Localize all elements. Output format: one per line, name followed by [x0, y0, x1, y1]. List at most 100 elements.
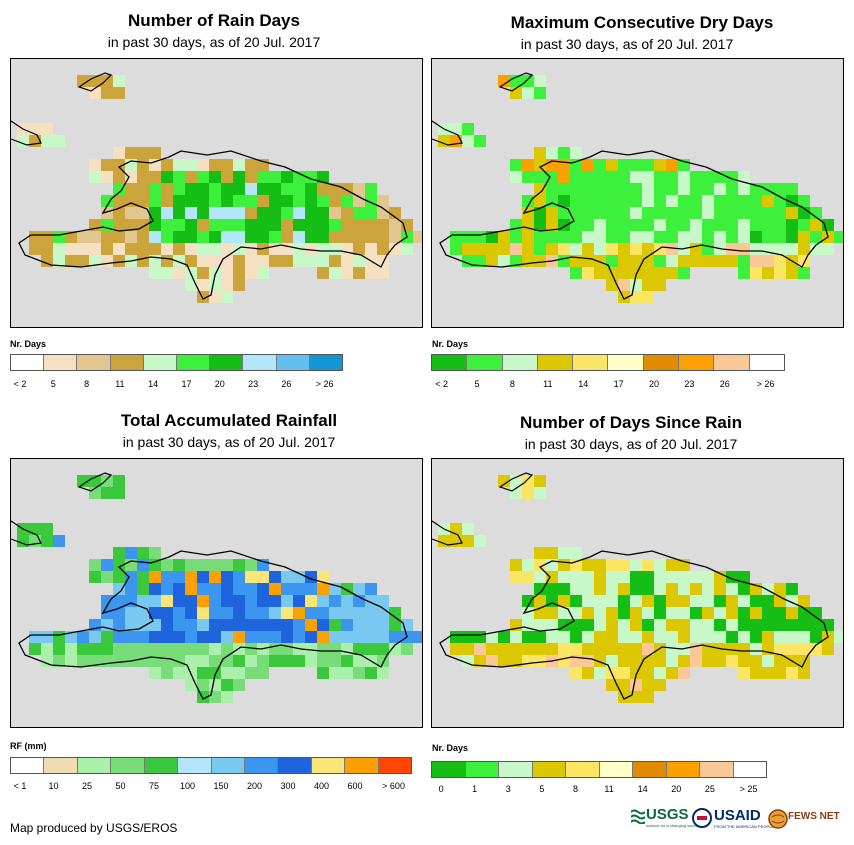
grid-cell	[750, 207, 762, 219]
panel-title-rainfall: Total Accumulated Rainfall	[120, 411, 338, 430]
grid-cell	[654, 667, 666, 679]
grid-cell	[522, 487, 534, 499]
map-rainfall	[10, 458, 423, 728]
grid-cell	[798, 643, 810, 655]
grid-cell	[113, 75, 125, 87]
legend-swatch	[244, 758, 279, 773]
grid-cell	[594, 607, 606, 619]
grid-cell	[750, 267, 762, 279]
grid-cell	[546, 231, 558, 243]
grid-cell	[558, 571, 570, 583]
grid-cell	[714, 195, 726, 207]
grid-cell	[125, 183, 137, 195]
grid-cell	[762, 595, 774, 607]
grid-cell	[233, 583, 245, 595]
grid-cell	[606, 619, 618, 631]
grid-cell	[570, 619, 582, 631]
grid-cell	[690, 583, 702, 595]
grid-cell	[65, 255, 77, 267]
grid-cell	[29, 243, 41, 255]
grid-cell	[185, 631, 197, 643]
grid-cell	[666, 655, 678, 667]
grid-cell	[642, 195, 654, 207]
grid-cell	[642, 279, 654, 291]
grid-cell	[245, 667, 257, 679]
grid-cell	[630, 691, 642, 703]
legend-swatch	[11, 758, 45, 773]
grid-cell	[642, 183, 654, 195]
grid-cell	[654, 171, 666, 183]
grid-cell	[77, 255, 89, 267]
grid-cell	[630, 559, 642, 571]
grid-cell	[582, 619, 594, 631]
grid-cell	[822, 243, 834, 255]
grid-cell	[269, 207, 281, 219]
grid-cell	[89, 231, 101, 243]
grid-cell	[690, 607, 702, 619]
grid-cell	[798, 595, 810, 607]
grid-cell	[714, 183, 726, 195]
grid-cell	[389, 607, 401, 619]
grid-cell	[113, 547, 125, 559]
legend-label: < 1	[13, 781, 27, 791]
grid-cell	[522, 475, 534, 487]
grid-cell	[630, 607, 642, 619]
grid-cell	[786, 667, 798, 679]
grid-cell	[594, 583, 606, 595]
grid-cell	[594, 183, 606, 195]
legend-label: < 2	[435, 379, 448, 389]
grid-cell	[293, 619, 305, 631]
legend-swatch	[345, 758, 379, 773]
legend-label: 25	[704, 784, 715, 794]
grid-cell	[558, 147, 570, 159]
grid-cell	[353, 183, 365, 195]
grid-cell	[582, 643, 594, 655]
grid-cell	[353, 631, 365, 643]
legend-bar-rain-days	[10, 354, 343, 371]
grid-cell	[161, 595, 173, 607]
grid-cell	[570, 571, 582, 583]
grid-cell	[233, 255, 245, 267]
grid-cell	[41, 123, 53, 135]
grid-cell	[317, 631, 329, 643]
grid-cell	[281, 183, 293, 195]
grid-cell	[113, 255, 125, 267]
grid-cell	[618, 667, 630, 679]
grid-cell	[534, 243, 546, 255]
grid-cell	[197, 619, 209, 631]
grid-cell	[750, 255, 762, 267]
grid-cell	[89, 255, 101, 267]
grid-cell	[329, 195, 341, 207]
grid-cell	[810, 219, 822, 231]
grid-cell	[582, 559, 594, 571]
grid-cell	[209, 291, 221, 303]
grid-cell	[594, 255, 606, 267]
grid-cell	[341, 667, 353, 679]
grid-cell	[377, 243, 389, 255]
grid-cell	[534, 655, 546, 667]
grid-cell	[630, 279, 642, 291]
grid-cell	[113, 607, 125, 619]
grid-cell	[185, 655, 197, 667]
grid-cell	[365, 267, 377, 279]
grid-cell	[618, 255, 630, 267]
legend-swatch	[465, 762, 499, 777]
grid-cell	[546, 207, 558, 219]
grid-cell	[401, 619, 413, 631]
grid-cell	[510, 655, 522, 667]
grid-cell	[558, 231, 570, 243]
grid-cell	[558, 159, 570, 171]
grid-cell	[774, 255, 786, 267]
grid-cell	[570, 195, 582, 207]
legend-swatch	[77, 758, 112, 773]
grid-cell	[510, 171, 522, 183]
grid-cell	[786, 267, 798, 279]
grid-cell	[173, 571, 185, 583]
grid-cell	[702, 583, 714, 595]
grid-cell	[149, 147, 161, 159]
grid-cell	[618, 195, 630, 207]
grid-cell	[197, 231, 209, 243]
grid-cell	[65, 243, 77, 255]
legend-label: 200	[247, 781, 263, 791]
grid-cell	[197, 571, 209, 583]
